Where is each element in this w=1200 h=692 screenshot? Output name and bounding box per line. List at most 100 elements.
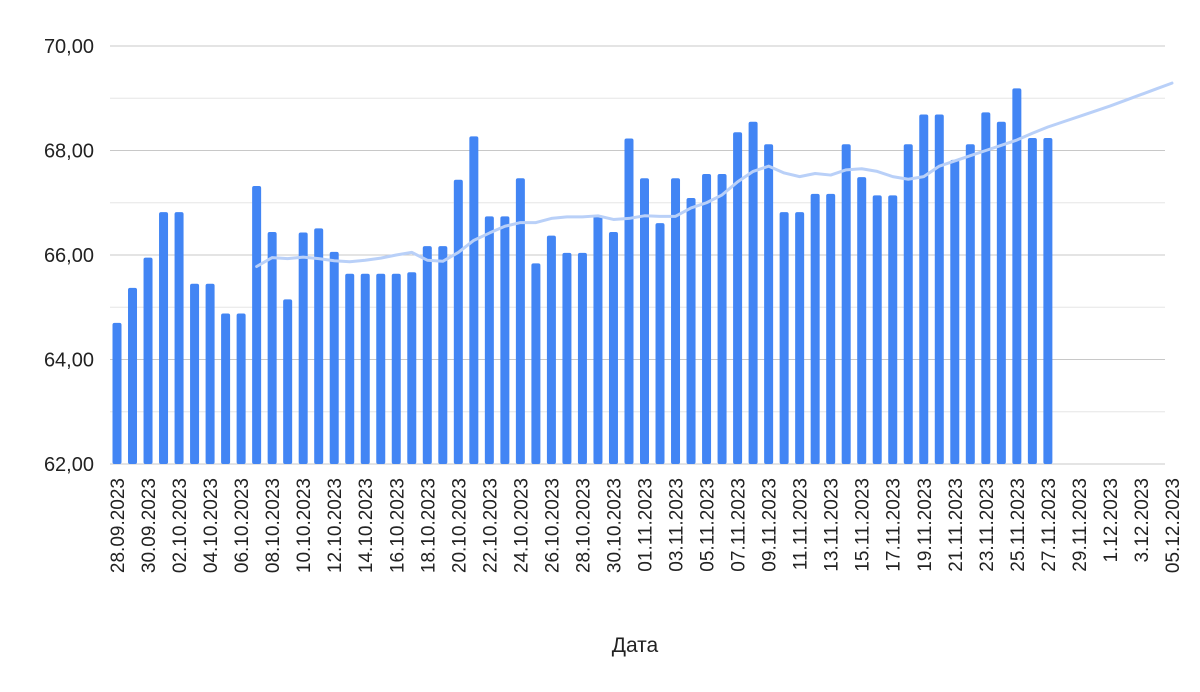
x-tick-label: 07.11.2023 (729, 478, 750, 572)
x-tick-label: 12.10.2023 (325, 478, 346, 573)
y-tick-label: 68,00 (44, 141, 94, 163)
bar (128, 287, 138, 464)
bar-series (112, 88, 1053, 465)
x-tick-label: 01.11.2023 (636, 478, 657, 572)
bar (981, 112, 991, 465)
x-tick-label: 19.11.2023 (915, 478, 936, 572)
bar (795, 212, 805, 464)
x-tick-label: 28.09.2023 (108, 478, 129, 573)
bar (1043, 137, 1053, 464)
bar (810, 193, 820, 464)
trend-line-series (255, 81, 1174, 268)
x-tick-label: 14.10.2023 (356, 478, 377, 573)
bar (655, 223, 665, 464)
bar (376, 273, 386, 464)
x-tick-label: 30.10.2023 (604, 478, 625, 573)
bar (1027, 137, 1037, 464)
bar (1012, 88, 1022, 464)
trend-line (255, 81, 1174, 268)
bar (360, 273, 370, 464)
bar (391, 273, 401, 464)
x-tick-label: 23.11.2023 (977, 478, 998, 572)
x-tick-label: 18.10.2023 (418, 478, 439, 573)
bar (112, 322, 122, 464)
bar (826, 193, 836, 464)
x-tick-label: 30.09.2023 (139, 478, 160, 573)
bar (407, 272, 417, 464)
bar (190, 283, 200, 464)
x-tick-label: 3.12.2023 (1132, 478, 1153, 563)
x-tick-label: 20.10.2023 (449, 478, 470, 573)
bar (174, 212, 184, 464)
bar (515, 178, 525, 464)
bar (686, 198, 696, 465)
y-tick-label: 64,00 (44, 350, 94, 372)
bar (531, 263, 541, 464)
x-tick-label: 06.10.2023 (232, 478, 253, 573)
y-tick-label: 62,00 (44, 454, 94, 476)
bar (872, 195, 882, 464)
bar (345, 273, 355, 464)
bar (267, 232, 277, 464)
bar (252, 186, 262, 464)
bar (748, 121, 758, 464)
x-tick-label: 27.11.2023 (1039, 478, 1060, 572)
bar (159, 212, 169, 464)
bar (934, 114, 944, 464)
bar (779, 212, 789, 464)
bar (624, 138, 634, 465)
bar (236, 313, 246, 464)
bar (996, 121, 1006, 464)
bar (298, 232, 308, 464)
x-tick-label: 11.11.2023 (791, 478, 812, 570)
bar (469, 136, 479, 464)
x-tick-label: 09.11.2023 (760, 478, 781, 572)
bar (950, 159, 960, 464)
x-tick-label: 08.10.2023 (263, 478, 284, 573)
bar (438, 246, 448, 464)
bar (702, 174, 712, 464)
x-tick-label: 05.12.2023 (1163, 478, 1184, 573)
bar (422, 246, 432, 464)
x-tick-label: 22.10.2023 (480, 478, 501, 573)
x-tick-label: 05.11.2023 (698, 478, 719, 572)
bar (764, 144, 774, 465)
bar (453, 179, 463, 464)
x-axis: 28.09.2023 30.09.2023 02.10.2023 04.10.2023… (108, 478, 1184, 573)
bar (562, 252, 572, 464)
x-tick-label: 1.12.2023 (1101, 478, 1122, 563)
x-tick-label: 10.10.2023 (294, 478, 315, 573)
bar (205, 283, 215, 464)
x-tick-label: 02.10.2023 (170, 478, 191, 573)
bar (314, 228, 324, 464)
x-tick-label: 24.10.2023 (511, 478, 532, 573)
y-axis: 62,00 64,00 66,00 68,00 70,00 (44, 36, 94, 476)
bar (965, 144, 975, 465)
x-tick-label: 03.11.2023 (667, 478, 688, 572)
bar (329, 251, 339, 464)
bar (577, 252, 587, 464)
x-tick-label: 04.10.2023 (201, 478, 222, 573)
bar (841, 144, 851, 465)
x-tick-label: 29.11.2023 (1070, 478, 1091, 572)
x-tick-label: 25.11.2023 (1008, 478, 1029, 572)
bar (593, 215, 603, 464)
x-tick-label: 16.10.2023 (387, 478, 408, 573)
bar (671, 178, 681, 464)
bar (903, 144, 913, 465)
bar (283, 299, 293, 464)
y-tick-label: 70,00 (44, 36, 94, 58)
bar (546, 235, 556, 464)
bar (733, 132, 743, 464)
x-tick-label: 15.11.2023 (853, 478, 874, 572)
x-tick-label: 13.11.2023 (822, 478, 843, 572)
bar (143, 257, 153, 464)
bar (717, 174, 727, 464)
bar (500, 216, 510, 464)
bar (857, 177, 867, 464)
bar (888, 195, 898, 464)
bar (221, 313, 231, 464)
bar (919, 114, 929, 464)
bar (640, 178, 649, 464)
